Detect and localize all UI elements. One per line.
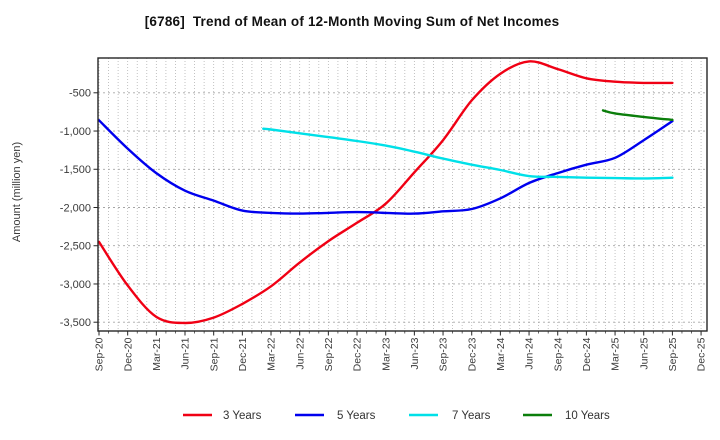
x-tick-label: Sep-23 bbox=[438, 337, 450, 371]
series-line-3-years bbox=[97, 60, 674, 325]
x-tick-label: Jun-25 bbox=[638, 337, 650, 369]
series-line-7-years bbox=[262, 127, 674, 180]
x-tick-label: Mar-25 bbox=[610, 337, 622, 370]
horizontal-gridlines bbox=[98, 92, 707, 323]
x-tick-label: Jun-22 bbox=[294, 337, 306, 369]
y-tick-label: -500 bbox=[69, 88, 91, 100]
y-tick-label: -3,000 bbox=[60, 279, 91, 291]
x-tick-label: Sep-25 bbox=[667, 337, 679, 371]
legend: 3 Years 5 Years 7 Years 10 Years bbox=[183, 410, 610, 422]
legend-item-3-years: 3 Years bbox=[183, 410, 262, 422]
x-tick-label: Jun-23 bbox=[409, 337, 421, 369]
x-tick-label: Mar-21 bbox=[151, 337, 163, 370]
x-tick-label: Jun-24 bbox=[524, 337, 536, 369]
x-tick-label: Mar-24 bbox=[495, 337, 507, 370]
legend-label: 7 Years bbox=[452, 410, 491, 422]
series-line-10-years bbox=[601, 109, 674, 122]
x-tick-label: Sep-24 bbox=[552, 337, 564, 371]
y-tick-label: -2,500 bbox=[60, 241, 91, 253]
axis-ticks bbox=[93, 92, 702, 336]
legend-label: 3 Years bbox=[223, 410, 262, 422]
x-tick-label: Sep-22 bbox=[323, 337, 335, 371]
x-tick-label: Sep-21 bbox=[208, 337, 220, 371]
x-tick-label: Dec-24 bbox=[581, 337, 593, 371]
x-tick-label: Dec-20 bbox=[122, 337, 134, 371]
y-tick-label: -1,500 bbox=[60, 164, 91, 176]
x-tick-label: Mar-22 bbox=[266, 337, 278, 370]
x-tick-label: Dec-25 bbox=[696, 337, 708, 371]
legend-item-7-years: 7 Years bbox=[409, 410, 491, 422]
x-tick-label: Dec-23 bbox=[466, 337, 478, 371]
x-tick-label: Jun-21 bbox=[180, 337, 192, 369]
x-tick-label: Mar-23 bbox=[380, 337, 392, 370]
legend-item-5-years: 5 Years bbox=[295, 410, 376, 422]
legend-label: 5 Years bbox=[337, 410, 376, 422]
x-tick-label: Dec-21 bbox=[237, 337, 249, 371]
legend-item-10-years: 10 Years bbox=[523, 410, 610, 422]
x-tick-label: Dec-22 bbox=[352, 337, 364, 371]
y-tick-label: -1,000 bbox=[60, 126, 91, 138]
vertical-gridlines bbox=[98, 58, 702, 331]
y-tick-label: -3,500 bbox=[60, 317, 91, 329]
x-tick-label: Sep-20 bbox=[94, 337, 106, 371]
chart-title: [6786] Trend of Mean of 12-Month Moving … bbox=[144, 14, 560, 29]
legend-label: 10 Years bbox=[565, 410, 610, 422]
y-tick-label: -2,000 bbox=[60, 202, 91, 214]
plot-frame bbox=[97, 57, 708, 332]
series-line-5-years bbox=[97, 119, 674, 215]
